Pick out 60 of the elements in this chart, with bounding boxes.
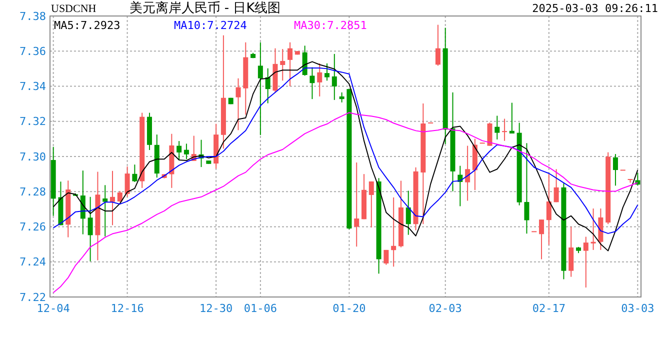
x-tick-label: 01-20	[332, 302, 366, 315]
x-tick-label: 01-06	[244, 302, 277, 315]
x-tick-label: 12-04	[36, 302, 70, 315]
candlestick	[354, 162, 360, 248]
candlestick	[494, 115, 500, 140]
candlestick	[635, 172, 640, 186]
y-tick-label: 7.32	[20, 115, 46, 128]
candlestick	[524, 142, 530, 234]
candlestick	[509, 102, 514, 134]
candlestick	[102, 184, 108, 237]
candlestick	[612, 154, 618, 186]
candlestick	[110, 170, 116, 226]
candlestick	[406, 190, 411, 236]
y-tick-label: 7.28	[20, 185, 46, 198]
candlestick	[568, 226, 574, 278]
candlestick	[465, 145, 470, 202]
candlestick	[310, 66, 315, 100]
candlestick	[332, 53, 337, 100]
x-tick-label: 02-03	[428, 302, 462, 315]
candlestick	[391, 196, 396, 268]
y-tick-label: 7.38	[20, 10, 46, 23]
candlestick	[539, 219, 544, 260]
candlestick	[384, 249, 389, 266]
candlestick	[88, 196, 93, 262]
x-tick-label: 12-16	[110, 302, 144, 315]
candlestick	[176, 140, 182, 160]
candlestick	[554, 168, 559, 203]
chart-title: 美元离岸人民币 - 日K线图	[129, 0, 281, 16]
x-tick-label: 12-30	[199, 302, 233, 315]
candlestick	[288, 42, 293, 87]
candlestick	[265, 68, 270, 104]
x-tick-label: 02-17	[532, 302, 566, 315]
y-tick-label: 7.30	[20, 150, 46, 164]
candlestick	[583, 236, 588, 288]
text: MA10:7.2724	[174, 19, 248, 32]
text: 2025-03-03 09:26:11	[532, 2, 658, 15]
candlestick	[487, 122, 492, 146]
candlestick	[502, 118, 508, 142]
candlestick	[117, 190, 122, 202]
candlestick	[236, 78, 241, 131]
candlestick	[590, 208, 596, 250]
candlestick	[184, 143, 189, 160]
text: MA5:7.2923	[54, 19, 120, 32]
y-tick-label: 7.24	[20, 256, 46, 269]
chart-subtitle: USDCNH	[51, 3, 96, 15]
candlestick	[435, 24, 440, 66]
text: MA30:7.2851	[294, 19, 367, 32]
candlestick	[324, 62, 330, 82]
x-tick-label: 03-03	[621, 302, 654, 315]
candlestick	[280, 48, 286, 82]
candlestick	[339, 92, 344, 103]
y-tick-label: 7.22	[20, 290, 46, 304]
y-tick-label: 7.36	[20, 44, 46, 58]
candlestick	[124, 166, 130, 198]
candlestick	[368, 180, 374, 228]
candlestick	[317, 62, 322, 97]
candlestick	[546, 174, 552, 246]
y-tick-label: 7.34	[20, 80, 46, 94]
y-tick-label: 7.26	[20, 220, 46, 234]
candlestick	[132, 164, 138, 182]
